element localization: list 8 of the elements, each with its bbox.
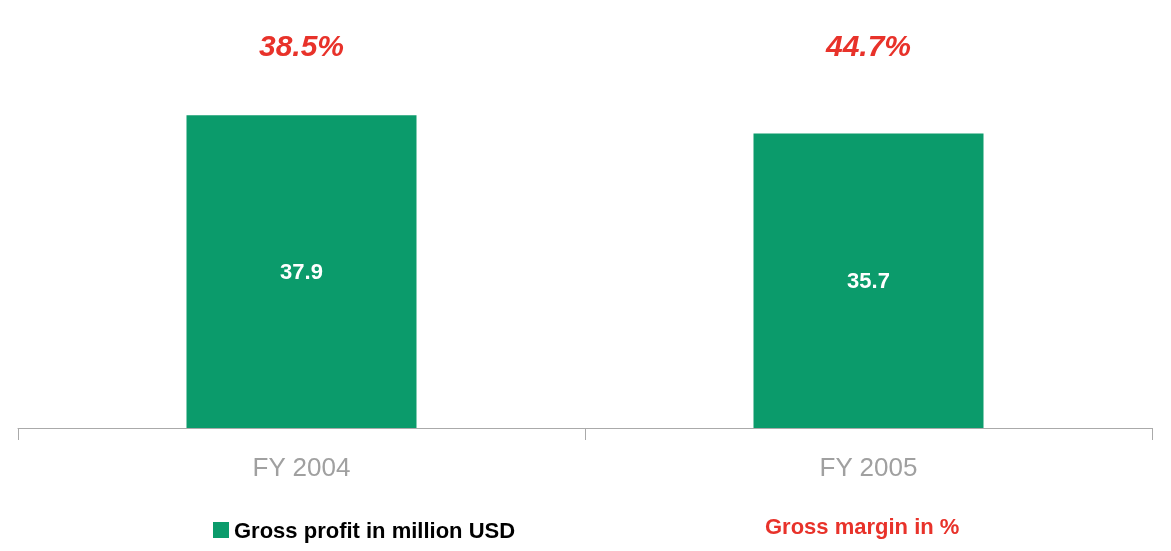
x-tick-label: FY 2005 — [819, 452, 918, 482]
text: 38.5% — [258, 28, 345, 62]
data-label: 35.7 — [847, 268, 890, 294]
text: Gross margin in % — [765, 513, 960, 539]
text: 44.7% — [824, 28, 912, 62]
x-tick-label: FY 2004 — [252, 452, 351, 482]
data-label: 37.9 — [280, 259, 323, 285]
legend-label: Gross profit in million USD — [234, 517, 516, 543]
